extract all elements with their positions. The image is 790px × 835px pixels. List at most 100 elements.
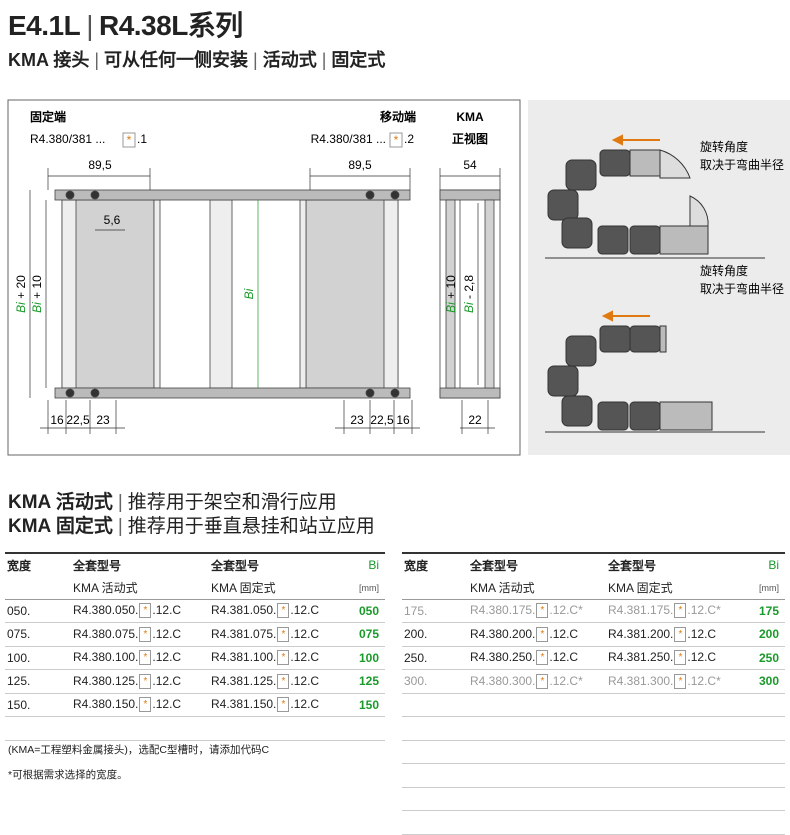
- dim-var: Bi: [444, 302, 458, 313]
- model-suffix: .12.C: [290, 626, 320, 641]
- model-prefix: R4.381.200.: [608, 626, 674, 641]
- cell-bi: 200: [758, 627, 779, 642]
- dim-rest: + 10: [30, 275, 44, 302]
- marker: *: [674, 650, 687, 666]
- model-prefix: R4.381.150.: [211, 697, 277, 712]
- cell-width: 300.: [404, 674, 428, 689]
- marker: *: [139, 673, 152, 689]
- model-suffix: .12.C: [687, 650, 717, 665]
- header-row: KMA 活动式 KMA 固定式 [mm]: [402, 577, 785, 600]
- model-prefix: R4.380.200.: [470, 626, 536, 641]
- cell-bi: 050: [358, 603, 379, 618]
- subtitle-part: 固定式: [331, 50, 386, 70]
- model-suffix: .12.C: [687, 626, 717, 641]
- subtitle-part: KMA 接头: [8, 50, 90, 70]
- blank-row: [402, 694, 785, 717]
- dim-rest: - 2,8: [462, 275, 476, 303]
- section-name: KMA 活动式: [8, 492, 113, 513]
- dimension: Bi: [242, 288, 256, 299]
- cell-bi: 100: [358, 650, 379, 665]
- header-cell: Bi: [368, 558, 379, 573]
- marker: *: [674, 673, 687, 689]
- note: 旋转角度: [700, 139, 748, 154]
- header-cell: [mm]: [359, 582, 379, 593]
- model-prefix: R4.381.125.: [211, 673, 277, 688]
- header-row: 宽度 全套型号 全套型号 Bi: [402, 554, 785, 577]
- blank-row: [402, 764, 785, 788]
- cell-model: R4.380.050. * .12.C: [73, 603, 211, 619]
- marker: *: [674, 626, 687, 642]
- header-row: KMA 活动式 KMA 固定式 [mm]: [5, 577, 385, 600]
- section-name: KMA 固定式: [8, 516, 113, 537]
- note: 取决于弯曲半径: [700, 157, 784, 172]
- marker: *: [127, 133, 132, 147]
- dimension: 22,5: [370, 413, 394, 427]
- label: R4.380/381 ...: [311, 132, 386, 146]
- header-cell: 全套型号: [608, 558, 657, 573]
- note: 取决于弯曲半径: [700, 281, 784, 296]
- cell-bi: 150: [358, 697, 379, 712]
- cell-model: R4.381.100. * .12.C: [211, 650, 341, 666]
- header-cell: [mm]: [759, 582, 779, 593]
- model-suffix: .12.C*: [549, 673, 583, 688]
- model-prefix: R4.381.300.: [608, 673, 674, 688]
- footnote: (KMA=工程塑料金属接头)，选配C型槽时，请添加代码C: [8, 744, 270, 756]
- footnote: *可根据需求选择的宽度。: [8, 769, 128, 781]
- model-prefix: R4.381.050.: [211, 603, 277, 618]
- model-prefix: R4.380.175.: [470, 603, 536, 618]
- marker: *: [536, 603, 549, 619]
- dimension: Bi + 20: [14, 275, 28, 313]
- cell-model: R4.381.150. * .12.C: [211, 697, 341, 713]
- marker: *: [139, 697, 152, 713]
- table-row: 075. R4.380.075. * .12.C R4.381.075. * .12.C 07…: [5, 623, 385, 647]
- blank-row: [402, 717, 785, 741]
- marker: *: [277, 650, 290, 666]
- cell-width: 100.: [7, 650, 31, 665]
- table-row: 250. R4.380.250. * .12.C R4.381.250. * .12.C 25…: [402, 647, 785, 670]
- cell-width: 175.: [404, 603, 428, 618]
- cell-model: R4.381.250. * .12.C: [608, 650, 738, 666]
- title-a: E4.1L: [8, 10, 81, 41]
- dimension: 89,5: [88, 158, 112, 172]
- cell-width: 050.: [7, 603, 31, 618]
- dimension: 5,6: [104, 213, 121, 227]
- dim-var: Bi: [14, 302, 28, 313]
- model-suffix: .12.C: [290, 650, 320, 665]
- dimension: 54: [463, 158, 477, 172]
- cell-model: R4.380.200. * .12.C: [470, 627, 608, 642]
- page: E4.1L | R4.38L系列 KMA 接头 | 可从任何一侧安装 | 活动式 | 固定式 固…: [5, 10, 790, 835]
- header-cell: 全套型号: [470, 558, 519, 573]
- model-suffix: .12.C: [152, 650, 182, 665]
- cell-model: R4.381.125. * .12.C: [211, 674, 341, 689]
- header-cell: 宽度: [404, 558, 429, 573]
- section: KMA 固定式 | 推荐用于垂直悬挂和站立应用: [8, 516, 375, 537]
- model-suffix: .12.C*: [687, 603, 721, 618]
- label: .1: [137, 132, 147, 146]
- cell-model: R4.380.300. * .12.C*: [470, 674, 608, 689]
- header-cell: 全套型号: [211, 558, 260, 573]
- model-suffix: .12.C: [152, 603, 182, 618]
- dim-var: Bi: [462, 302, 476, 313]
- dimension: 23: [96, 413, 110, 427]
- marker: *: [536, 650, 549, 666]
- header-cell: KMA 固定式: [608, 581, 673, 595]
- header-cell: KMA 固定式: [211, 581, 276, 595]
- blank-row: [5, 717, 385, 741]
- model-suffix: .12.C: [152, 697, 182, 712]
- model-prefix: R4.380.100.: [73, 650, 139, 665]
- table-row: 200. R4.380.200. * .12.C R4.381.200. * .12.C 20…: [402, 623, 785, 647]
- model-prefix: R4.380.050.: [73, 603, 139, 618]
- label: R4.380/381 ...: [30, 132, 105, 146]
- header-cell: KMA 活动式: [470, 581, 535, 595]
- model-suffix: .12.C: [549, 626, 579, 641]
- cell-model: R4.380.100. * .12.C: [73, 650, 211, 666]
- model-suffix: .12.C*: [549, 603, 583, 618]
- dimension: 22,5: [66, 413, 90, 427]
- marker: *: [277, 626, 290, 642]
- model-prefix: R4.381.175.: [608, 603, 674, 618]
- dimension: 23: [350, 413, 364, 427]
- header-cell: 宽度: [7, 558, 32, 573]
- model-prefix: R4.380.075.: [73, 626, 139, 641]
- marker: *: [277, 603, 290, 619]
- table-row: 125. R4.380.125. * .12.C R4.381.125. * .12.C 12…: [5, 670, 385, 694]
